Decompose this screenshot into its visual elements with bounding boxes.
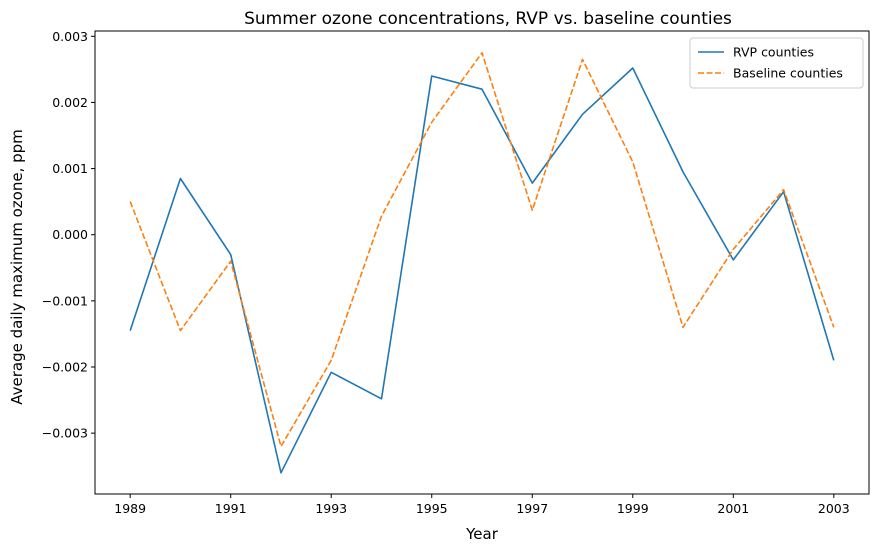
y-tick-label: −0.001 <box>42 293 88 308</box>
x-axis-label: Year <box>465 525 499 543</box>
legend: RVP counties Baseline counties <box>689 37 864 89</box>
y-axis-ticks: −0.003 −0.002 −0.001 0.000 0.001 0.002 0.003 <box>42 29 95 441</box>
x-tick-label: 1989 <box>114 501 146 516</box>
x-tick-label: 2001 <box>717 501 749 516</box>
x-tick-label: 1997 <box>516 501 548 516</box>
legend-label: Baseline counties <box>733 66 843 81</box>
x-axis-ticks: 1989 1991 1993 1995 1997 1999 2001 2003 <box>114 494 850 516</box>
series-layer <box>129 51 835 474</box>
y-tick-label: −0.003 <box>42 426 88 441</box>
y-tick-label: −0.002 <box>42 360 88 375</box>
y-axis-label: Average daily maximum ozone, ppm <box>8 129 26 405</box>
y-tick-label: 0.003 <box>52 29 88 44</box>
legend-label: RVP counties <box>733 45 814 60</box>
x-tick-label: 1991 <box>215 501 247 516</box>
x-tick-label: 2003 <box>818 501 850 516</box>
x-tick-label: 1995 <box>416 501 448 516</box>
y-tick-label: 0.002 <box>52 95 88 110</box>
series-line-rvp-counties <box>129 67 835 474</box>
x-tick-label: 1999 <box>617 501 649 516</box>
x-tick-label: 1993 <box>315 501 347 516</box>
y-tick-label: 0.000 <box>52 227 88 242</box>
legend-box <box>689 37 864 89</box>
y-tick-label: 0.001 <box>52 161 88 176</box>
plot-frame <box>94 30 870 495</box>
series-line-baseline-counties <box>129 51 835 448</box>
chart-title: Summer ozone concentrations, RVP vs. bas… <box>244 9 732 29</box>
